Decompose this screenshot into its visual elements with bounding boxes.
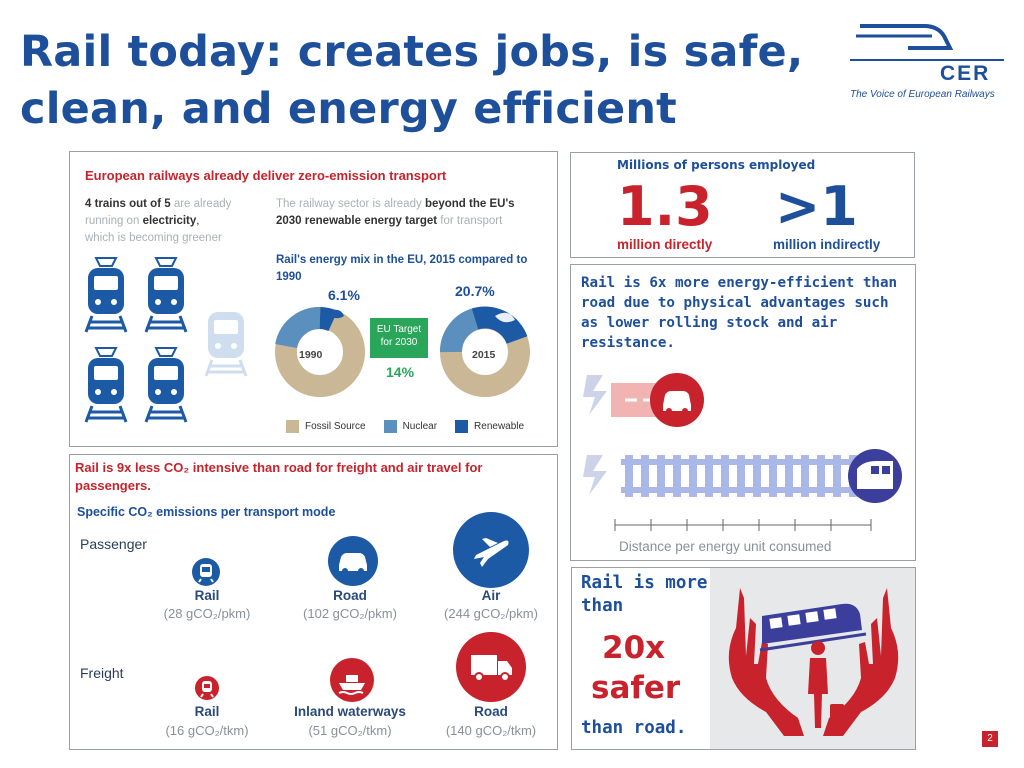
passenger-rail-value: (28 gCO₂/pkm) <box>163 606 251 621</box>
logo-name: CER <box>940 62 991 85</box>
co2-subheading: Specific CO₂ emissions per transport mod… <box>77 505 336 519</box>
passenger-road-icon <box>328 536 378 586</box>
safety-text-block: Rail is more than 20x safer than road. <box>572 568 708 749</box>
cer-logo-icon <box>850 24 1004 61</box>
renewable-text: The railway sector is already beyond the… <box>276 198 515 227</box>
eu-target-value: 14% <box>386 364 415 380</box>
safety-hands-icon <box>728 588 899 736</box>
legend-fossil: Fossil Source <box>286 420 366 433</box>
logo-tagline: The Voice of European Railways <box>850 89 995 100</box>
zero-emission-panel: European railways already deliver zero-e… <box>69 151 558 447</box>
rail-sleepers <box>625 455 857 497</box>
freight-waterways-label: Inland waterways <box>294 704 406 719</box>
direct-jobs-value: 1.3 <box>617 175 713 238</box>
freight-rail-value: (16 gCO₂/tkm) <box>165 723 249 738</box>
donut-1990-label: 1990 <box>299 349 323 361</box>
slide-title: Rail today: creates jobs, is safe, clean… <box>20 24 850 138</box>
safety-big: 20x <box>602 630 666 666</box>
title-line-1: Rail today: creates jobs, is safe, <box>20 27 804 77</box>
freight-label: Freight <box>80 665 124 681</box>
freight-rail-icon <box>195 676 219 700</box>
passenger-label: Passenger <box>80 536 147 552</box>
distance-axis-label: Distance per energy unit consumed <box>619 539 832 554</box>
passenger-road-label: Road <box>333 588 367 603</box>
safety-line-3: than road. <box>581 718 687 738</box>
donut-1990-chart <box>275 307 365 397</box>
donut-2015-value: 20.7% <box>455 283 495 299</box>
donut-2015-label: 2015 <box>472 349 496 361</box>
passenger-rail-icon <box>192 558 220 586</box>
indirect-jobs-value: >1 <box>775 175 858 238</box>
safety-line-1: Rail is more than <box>581 573 708 616</box>
trains-text: 4 trains out of 5 are already running on… <box>85 198 232 244</box>
indirect-jobs-label: million indirectly <box>773 237 881 252</box>
electric-trains-icon <box>84 256 248 424</box>
title-line-2: clean, and energy efficient <box>20 84 677 134</box>
co2-heading: Rail is 9x less CO₂ intensive than road … <box>75 460 483 493</box>
co2-emissions-panel: Rail is 9x less CO₂ intensive than road … <box>69 454 558 750</box>
energy-mix-legend: Fossil Source Nuclear Renewable <box>286 420 524 433</box>
employment-heading: Millions of persons employed <box>617 158 816 172</box>
donut-2015-chart <box>440 306 530 397</box>
person-icon <box>811 641 825 655</box>
donut-1990-value: 6.1% <box>328 287 360 303</box>
safety-big-2: safer <box>591 670 681 706</box>
passenger-air-label: Air <box>481 588 501 603</box>
energy-efficiency-panel: Rail is 6x more energy-efficient than ro… <box>570 264 916 561</box>
passenger-air-value: (244 gCO₂/pkm) <box>444 606 538 621</box>
efficiency-text: Rail is 6x more energy-efficient than ro… <box>581 275 898 351</box>
inland-waterways-icon <box>330 658 374 702</box>
energy-mix-title: Rail's energy mix in the EU, 2015 compar… <box>276 254 528 283</box>
passenger-road-value: (102 gCO₂/pkm) <box>303 606 397 621</box>
suitcase-icon <box>830 704 844 722</box>
freight-rail-label: Rail <box>194 704 220 719</box>
eu-target-box: EU Target for 2030 <box>370 318 428 358</box>
page-number: 2 <box>982 731 998 747</box>
freight-waterways-value: (51 gCO₂/tkm) <box>308 723 392 738</box>
safety-train-icon <box>762 603 862 644</box>
legend-nuclear: Nuclear <box>383 420 437 433</box>
zero-emission-heading: European railways already deliver zero-e… <box>85 168 447 183</box>
lightning-rail-icon <box>583 455 607 495</box>
safety-panel: Rail is more than 20x safer than road. <box>571 567 916 750</box>
employment-panel: Millions of persons employed 1.3 million… <box>570 152 915 258</box>
direct-jobs-label: million directly <box>617 237 713 252</box>
passenger-air-icon <box>453 512 529 588</box>
passenger-rail-label: Rail <box>194 588 220 603</box>
freight-road-value: (140 gCO₂/tkm) <box>445 723 537 738</box>
efficiency-diagram <box>583 373 902 531</box>
distance-axis-ticks <box>614 519 872 531</box>
freight-road-truck-icon <box>456 632 526 702</box>
lightning-road-icon <box>583 375 607 415</box>
legend-renewable: Renewable <box>455 420 524 433</box>
freight-road-label: Road <box>474 704 508 719</box>
